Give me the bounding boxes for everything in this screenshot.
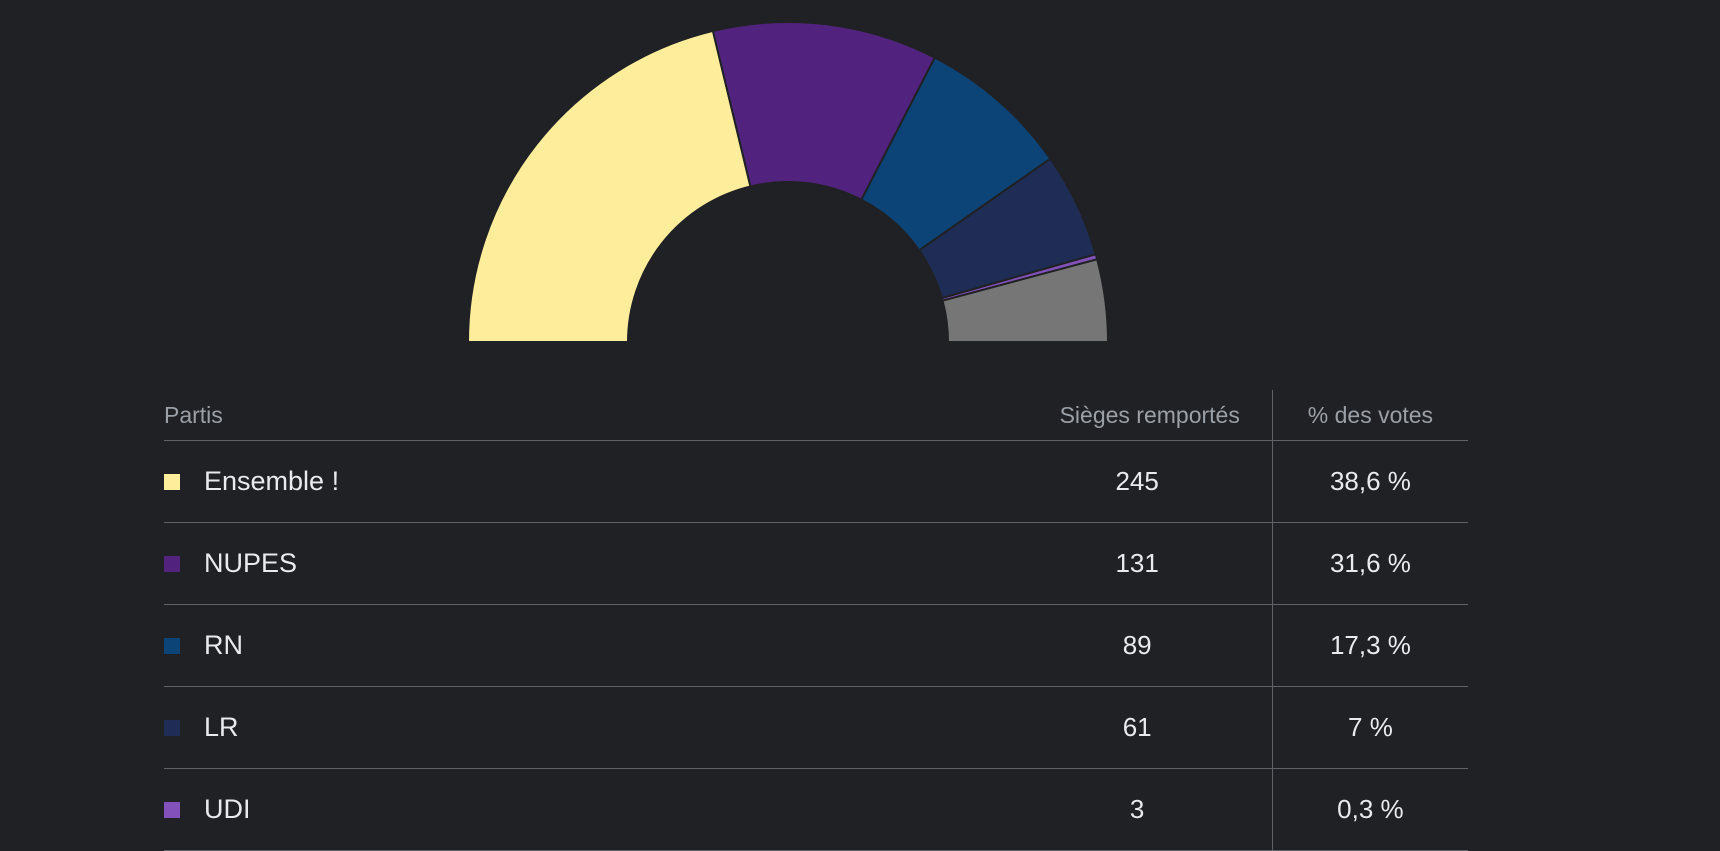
table-row[interactable]: LR 61 7 % [164,686,1468,769]
votes-value: 17,3 % [1271,604,1468,687]
seats-value: 89 [1002,604,1273,687]
seats-value: 131 [1002,522,1273,605]
party-color-swatch [164,473,180,490]
chart-slice-nupes[interactable] [711,21,937,202]
chart-slice-ensemble[interactable] [466,29,752,343]
party-name: Ensemble ! [204,466,340,496]
table-row[interactable]: UDI 3 0,3 % [164,768,1468,851]
seats-value: 245 [1002,440,1273,523]
header-party: Partis [164,390,1003,441]
votes-value: 31,6 % [1271,522,1468,605]
party-color-swatch [164,801,180,818]
seat-chart-area [0,0,1720,360]
votes-value: 38,6 % [1271,440,1468,523]
results-table: Partis Sièges remportés % des votes Ense… [164,390,1468,851]
party-color-swatch [164,637,180,654]
table-header-row: Partis Sièges remportés % des votes [164,390,1468,441]
chart-slice-other[interactable] [941,258,1110,343]
party-color-swatch [164,719,180,736]
table-row[interactable]: Ensemble ! 245 38,6 % [164,440,1468,523]
party-name: UDI [204,794,251,824]
header-seats: Sièges remportés [1002,390,1273,441]
party-name: NUPES [204,548,298,578]
votes-value: 0,3 % [1271,768,1468,851]
table-row[interactable]: NUPES 131 31,6 % [164,522,1468,605]
party-color-swatch [164,555,180,572]
party-name: RN [204,630,243,660]
seats-value: 61 [1002,686,1273,769]
table-row[interactable]: RN 89 17,3 % [164,604,1468,687]
header-votes: % des votes [1271,390,1468,441]
seat-distribution-chart [466,21,1110,343]
votes-value: 7 % [1271,686,1468,769]
party-name: LR [204,712,239,742]
seats-value: 3 [1002,768,1273,851]
